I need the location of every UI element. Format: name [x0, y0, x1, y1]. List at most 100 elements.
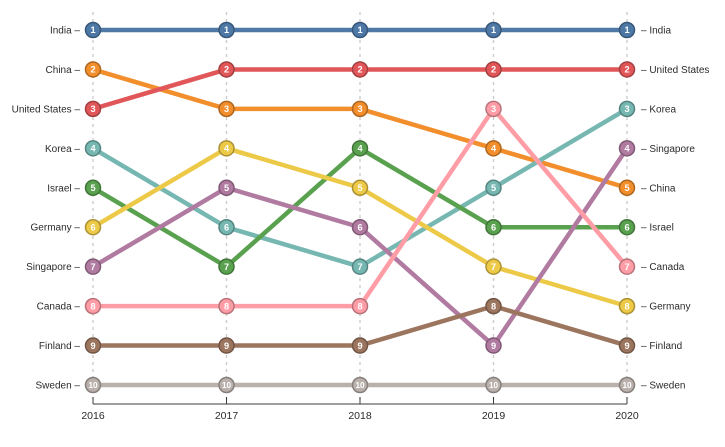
rank-node-label-china-2016: 2 — [90, 65, 95, 75]
rank-node-label-israel-2019: 6 — [491, 222, 496, 232]
rank-node-india-2020 — [618, 21, 636, 39]
rank-node-label-united-states-2019: 2 — [491, 65, 496, 75]
rank-node-singapore-2020 — [618, 140, 636, 157]
rank-node-label-korea-2016: 4 — [90, 144, 96, 154]
left-label-india: India – — [50, 26, 80, 37]
rank-node-singapore-2018 — [351, 218, 369, 236]
rank-node-finland-2020 — [618, 337, 636, 354]
rank-node-label-india-2017: 1 — [224, 25, 229, 35]
rank-node-united-states-2018 — [351, 61, 369, 78]
rank-node-label-germany-2018: 5 — [357, 183, 362, 193]
rank-node-korea-2016 — [84, 140, 102, 157]
right-label-germany: – Germany — [641, 302, 690, 313]
rank-node-label-finland-2018: 9 — [357, 341, 362, 351]
rank-node-label-israel-2016: 5 — [90, 183, 95, 193]
rank-node-label-united-states-2017: 2 — [224, 65, 229, 75]
rank-node-label-united-states-2016: 3 — [90, 104, 95, 114]
rank-node-germany-2019 — [485, 258, 502, 275]
rank-node-singapore-2017 — [218, 179, 235, 197]
rank-node-label-singapore-2020: 4 — [624, 144, 630, 154]
rank-node-label-finland-2019: 8 — [491, 301, 496, 311]
rank-node-label-finland-2016: 9 — [90, 341, 95, 351]
rank-node-label-israel-2020: 6 — [624, 222, 629, 232]
rank-node-israel-2017 — [218, 258, 235, 275]
rank-node-label-germany-2016: 6 — [90, 222, 95, 232]
right-label-united-states: – United States — [641, 65, 709, 76]
right-label-korea: – Korea — [641, 104, 676, 115]
rank-node-india-2018 — [351, 21, 369, 39]
rank-node-finland-2019 — [485, 297, 502, 315]
left-label-canada: Canada – — [37, 302, 81, 313]
rank-node-label-china-2017: 3 — [224, 104, 229, 114]
rank-node-label-germany-2017: 4 — [224, 144, 230, 154]
rank-node-china-2019 — [485, 140, 502, 157]
rank-node-label-israel-2018: 4 — [357, 144, 363, 154]
right-label-singapore: – Singapore — [641, 144, 695, 155]
right-label-finland: – Finland — [641, 341, 682, 352]
right-label-israel: – Israel — [641, 223, 674, 234]
rank-node-canada-2019 — [485, 100, 502, 118]
rank-node-label-united-states-2020: 2 — [624, 65, 629, 75]
rank-node-label-india-2019: 1 — [491, 25, 496, 35]
rank-node-label-sweden-2017: 10 — [222, 381, 232, 390]
year-label-2019: 2019 — [482, 410, 506, 422]
rank-node-united-states-2019 — [485, 61, 502, 78]
rank-node-united-states-2017 — [218, 61, 235, 78]
right-label-canada: – Canada — [641, 262, 685, 273]
rank-node-israel-2018 — [351, 140, 369, 157]
rank-node-label-canada-2019: 3 — [491, 104, 496, 114]
rank-node-korea-2018 — [351, 258, 369, 275]
rank-node-label-china-2020: 5 — [624, 183, 629, 193]
left-label-korea: Korea – — [45, 144, 80, 155]
rank-node-germany-2020 — [618, 297, 636, 315]
rank-node-label-singapore-2018: 6 — [357, 222, 362, 232]
rank-node-china-2018 — [351, 100, 369, 118]
rank-node-label-sweden-2018: 10 — [355, 381, 365, 390]
right-label-sweden: – Sweden — [641, 381, 685, 392]
rank-node-label-finland-2017: 9 — [224, 341, 229, 351]
year-label-2020: 2020 — [615, 410, 639, 422]
rank-node-korea-2017 — [218, 218, 235, 236]
left-label-israel: Israel – — [47, 183, 80, 194]
rank-node-label-israel-2017: 7 — [224, 262, 229, 272]
rank-node-canada-2017 — [218, 297, 235, 315]
rank-node-label-canada-2020: 7 — [624, 262, 629, 272]
left-label-singapore: Singapore – — [26, 262, 80, 273]
rank-node-canada-2018 — [351, 297, 369, 315]
rank-node-india-2019 — [485, 21, 502, 39]
rank-node-label-korea-2019: 5 — [491, 183, 496, 193]
rank-node-india-2016 — [84, 21, 102, 39]
rank-node-united-states-2020 — [618, 61, 636, 78]
rank-node-canada-2020 — [618, 258, 636, 275]
rank-node-label-singapore-2019: 9 — [491, 341, 496, 351]
left-label-china: China – — [46, 65, 81, 76]
rank-node-israel-2019 — [485, 218, 502, 236]
rank-node-canada-2016 — [84, 297, 102, 315]
rank-node-korea-2020 — [618, 100, 636, 118]
left-label-germany: Germany – — [31, 223, 81, 234]
rank-node-label-sweden-2019: 10 — [489, 381, 499, 390]
rank-node-sweden-2020 — [618, 376, 636, 394]
rank-node-label-finland-2020: 9 — [624, 341, 629, 351]
rank-node-label-canada-2018: 8 — [357, 301, 362, 311]
year-label-2017: 2017 — [215, 410, 239, 422]
rank-node-singapore-2019 — [485, 337, 502, 354]
rank-node-label-singapore-2016: 7 — [90, 262, 95, 272]
rank-node-china-2017 — [218, 100, 235, 118]
rank-node-label-korea-2020: 3 — [624, 104, 629, 114]
rank-node-sweden-2019 — [485, 376, 502, 394]
rank-node-label-singapore-2017: 5 — [224, 183, 229, 193]
rank-node-finland-2016 — [84, 337, 102, 354]
rank-node-finland-2017 — [218, 337, 235, 354]
rank-node-label-sweden-2016: 10 — [88, 381, 98, 390]
rank-node-israel-2020 — [618, 218, 636, 236]
rank-node-finland-2018 — [351, 337, 369, 354]
year-label-2016: 2016 — [81, 410, 105, 422]
rank-node-label-canada-2016: 8 — [90, 301, 95, 311]
rank-node-sweden-2017 — [218, 376, 235, 394]
rank-node-label-canada-2017: 8 — [224, 301, 229, 311]
rank-node-label-sweden-2020: 10 — [622, 381, 632, 390]
right-label-china: – China — [641, 183, 676, 194]
